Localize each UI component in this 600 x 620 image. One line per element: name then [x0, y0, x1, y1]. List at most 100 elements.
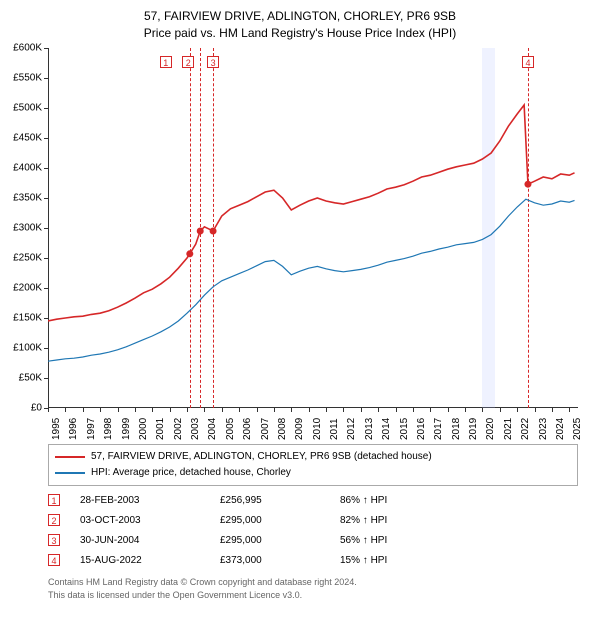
x-tick [396, 408, 397, 412]
table-marker-box: 3 [48, 534, 60, 546]
x-tick [535, 408, 536, 412]
table-row: 415-AUG-2022£373,00015% ↑ HPI [48, 550, 480, 570]
x-tick [482, 408, 483, 412]
x-tick-label: 2017 [433, 418, 444, 440]
x-tick [448, 408, 449, 412]
table-hpi: 15% ↑ HPI [340, 555, 480, 566]
x-tick [274, 408, 275, 412]
sale-marker-box: 3 [207, 56, 219, 68]
table-row: 3 30-JUN-2004£295,00056% ↑ HPI [48, 530, 480, 550]
x-tick-label: 2011 [329, 418, 340, 440]
x-tick-label: 2013 [364, 418, 375, 440]
x-tick [500, 408, 501, 412]
legend-swatch [55, 472, 85, 474]
x-tick-label: 2010 [312, 418, 323, 440]
x-tick [413, 408, 414, 412]
x-tick-label: 2002 [173, 418, 184, 440]
sale-dot [197, 228, 204, 235]
x-tick [100, 408, 101, 412]
table-price: £256,995 [220, 495, 340, 506]
x-tick-label: 2012 [346, 418, 357, 440]
x-tick [152, 408, 153, 412]
legend-swatch [55, 456, 85, 458]
table-marker-box: 2 [48, 514, 60, 526]
y-tick-label: £600K [0, 43, 42, 54]
x-tick-label: 2023 [538, 418, 549, 440]
table-hpi: 86% ↑ HPI [340, 495, 480, 506]
x-tick [569, 408, 570, 412]
table-marker-box: 4 [48, 554, 60, 566]
x-tick-label: 2004 [207, 418, 218, 440]
series-line [48, 199, 575, 361]
x-tick-label: 2005 [225, 418, 236, 440]
x-tick [48, 408, 49, 412]
x-tick-label: 2014 [381, 418, 392, 440]
x-tick [465, 408, 466, 412]
x-tick [204, 408, 205, 412]
title-line-1: 57, FAIRVIEW DRIVE, ADLINGTON, CHORLEY, … [0, 8, 600, 25]
x-tick [343, 408, 344, 412]
chart-title: 57, FAIRVIEW DRIVE, ADLINGTON, CHORLEY, … [0, 0, 600, 42]
x-tick-label: 2008 [277, 418, 288, 440]
table-date: 28-FEB-2003 [80, 495, 220, 506]
x-tick [430, 408, 431, 412]
x-tick-label: 2025 [572, 418, 583, 440]
y-tick-label: £400K [0, 163, 42, 174]
x-tick-label: 2024 [555, 418, 566, 440]
x-tick-label: 2000 [138, 418, 149, 440]
table-date: 30-JUN-2004 [80, 535, 220, 546]
sale-marker-box: 1 [160, 56, 172, 68]
legend-label: HPI: Average price, detached house, Chor… [91, 465, 291, 481]
x-tick-label: 2021 [503, 418, 514, 440]
sale-dot [210, 228, 217, 235]
x-tick-label: 2020 [485, 418, 496, 440]
table-marker-box: 1 [48, 494, 60, 506]
table-price: £295,000 [220, 535, 340, 546]
x-tick [378, 408, 379, 412]
x-tick [552, 408, 553, 412]
x-tick [309, 408, 310, 412]
sale-dot [186, 250, 193, 257]
price-chart: £0£50K£100K£150K£200K£250K£300K£350K£400… [48, 48, 578, 408]
x-tick-label: 2009 [294, 418, 305, 440]
table-date: 15-AUG-2022 [80, 555, 220, 566]
footer-line-1: Contains HM Land Registry data © Crown c… [48, 576, 357, 589]
footer-attribution: Contains HM Land Registry data © Crown c… [48, 576, 357, 601]
x-tick [135, 408, 136, 412]
y-tick-label: £100K [0, 343, 42, 354]
table-hpi: 56% ↑ HPI [340, 535, 480, 546]
x-tick-label: 2007 [260, 418, 271, 440]
series-line [48, 105, 575, 321]
legend-label: 57, FAIRVIEW DRIVE, ADLINGTON, CHORLEY, … [91, 449, 432, 465]
sale-marker-box: 2 [182, 56, 194, 68]
x-tick [239, 408, 240, 412]
x-tick [517, 408, 518, 412]
x-tick [83, 408, 84, 412]
table-row: 1 28-FEB-2003£256,99586% ↑ HPI [48, 490, 480, 510]
x-tick [326, 408, 327, 412]
x-tick-label: 2019 [468, 418, 479, 440]
y-tick-label: £200K [0, 283, 42, 294]
x-tick [118, 408, 119, 412]
x-tick-label: 1998 [103, 418, 114, 440]
y-tick-label: £50K [0, 373, 42, 384]
table-price: £295,000 [220, 515, 340, 526]
x-tick [361, 408, 362, 412]
x-tick-label: 2006 [242, 418, 253, 440]
x-tick [222, 408, 223, 412]
x-tick [187, 408, 188, 412]
x-tick-label: 2018 [451, 418, 462, 440]
y-tick-label: £300K [0, 223, 42, 234]
y-tick-label: £350K [0, 193, 42, 204]
y-tick-label: £250K [0, 253, 42, 264]
page: 57, FAIRVIEW DRIVE, ADLINGTON, CHORLEY, … [0, 0, 600, 620]
legend-row: HPI: Average price, detached house, Chor… [55, 465, 571, 481]
table-date: 03-OCT-2003 [80, 515, 220, 526]
x-tick-label: 1995 [51, 418, 62, 440]
footer-line-2: This data is licensed under the Open Gov… [48, 589, 357, 602]
x-tick [291, 408, 292, 412]
chart-legend: 57, FAIRVIEW DRIVE, ADLINGTON, CHORLEY, … [48, 444, 578, 486]
x-tick-label: 2022 [520, 418, 531, 440]
x-tick-label: 2016 [416, 418, 427, 440]
table-hpi: 82% ↑ HPI [340, 515, 480, 526]
